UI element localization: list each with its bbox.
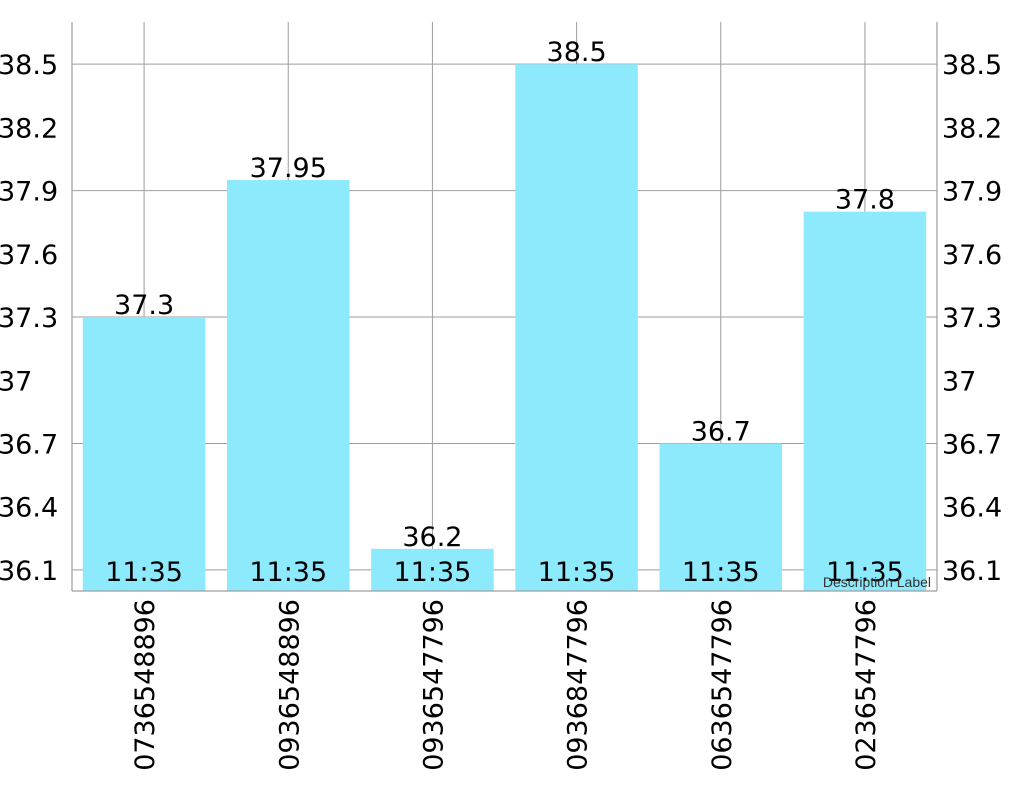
bar-inner-label: 11:35 (105, 557, 183, 588)
x-category-label: 0936548896 (274, 599, 305, 771)
bar-value-label: 37.8 (835, 185, 895, 216)
x-category-label: 0236547796 (851, 599, 882, 771)
bar-value-label: 37.3 (114, 290, 174, 321)
y-tick-label-right: 36.7 (942, 429, 1002, 460)
x-category-label: 0936547796 (418, 599, 449, 771)
bar-value-label: 36.2 (402, 522, 462, 553)
y-tick-label-right: 38.2 (942, 113, 1002, 144)
y-tick-label-right: 37.3 (942, 303, 1002, 334)
bar (659, 443, 783, 591)
y-tick-label-right: 37 (942, 366, 976, 397)
y-tick-label-left: 38.2 (0, 113, 58, 144)
y-tick-label-left: 37.6 (0, 240, 58, 271)
y-tick-label-right: 36.1 (942, 556, 1002, 587)
y-tick-label-left: 36.1 (0, 556, 58, 587)
y-tick-label-left: 37 (0, 366, 32, 397)
bar (803, 211, 927, 591)
bar (226, 180, 350, 592)
y-tick-label-right: 36.4 (942, 493, 1002, 524)
labels: 36.1 36.1 36.4 36.4 36.7 36.7 37 37 37.3 37.3 37.6… (0, 37, 1002, 771)
bar (82, 317, 206, 591)
bar (371, 548, 494, 591)
bar-inner-label: 11:35 (538, 557, 616, 588)
bar-inner-label: 11:35 (826, 557, 904, 588)
y-tick-label-right: 37.6 (942, 240, 1002, 271)
bars (82, 64, 927, 592)
x-category-label: 0736548896 (130, 599, 161, 771)
y-tick-label-left: 38.5 (0, 50, 58, 81)
bar-value-label: 38.5 (547, 37, 607, 68)
bar-inner-label: 11:35 (394, 557, 472, 588)
y-tick-label-left: 37.3 (0, 303, 58, 334)
bar (515, 64, 638, 592)
y-tick-label-right: 38.5 (942, 50, 1002, 81)
y-tick-label-right: 37.9 (942, 177, 1002, 208)
description-label: Description Label (823, 574, 931, 590)
x-category-label: 0636547796 (707, 599, 738, 771)
bar-value-label: 36.7 (691, 416, 751, 447)
bar-value-label: 37.95 (250, 153, 327, 184)
x-category-label: 0936847796 (563, 599, 594, 771)
y-tick-label-left: 36.4 (0, 493, 58, 524)
y-tick-label-left: 37.9 (0, 177, 58, 208)
axes (71, 22, 938, 592)
bar-inner-label: 11:35 (249, 557, 327, 588)
bar-inner-label: 11:35 (682, 557, 760, 588)
y-tick-label-left: 36.7 (0, 429, 58, 460)
